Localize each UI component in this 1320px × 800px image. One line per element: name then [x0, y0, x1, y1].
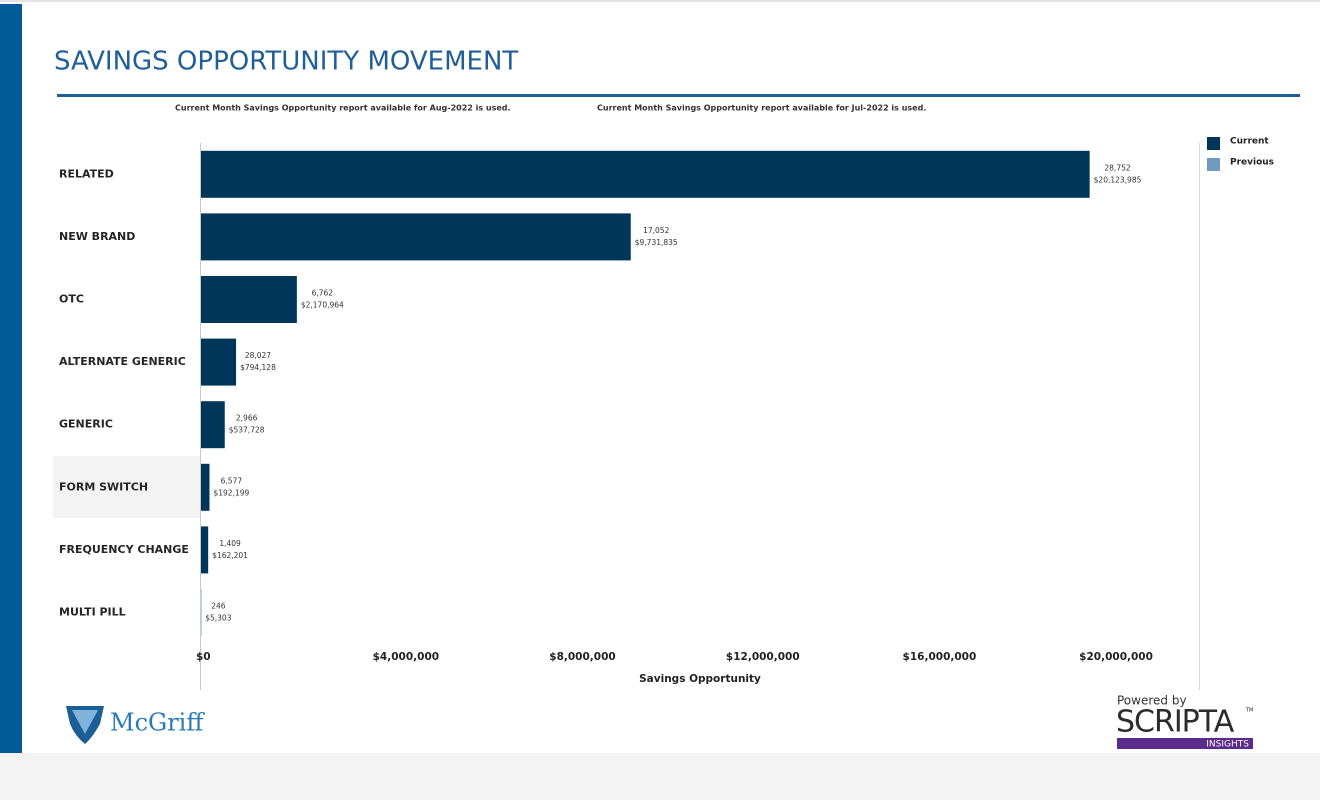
scripta-name: SCRIPTA	[1116, 705, 1235, 740]
bar	[201, 213, 631, 261]
count-label: 246	[211, 602, 226, 611]
value-label: $537,728	[229, 426, 265, 435]
category-label: ALTERNATE GENERIC	[59, 355, 186, 368]
row-highlight	[53, 456, 200, 518]
x-tick-label: $4,000,000	[373, 651, 439, 663]
count-label: 6,577	[221, 476, 243, 485]
value-label: $794,128	[240, 363, 276, 372]
powered-by: Powered by	[1117, 694, 1187, 708]
bar	[201, 338, 237, 386]
count-label: 1,409	[219, 539, 241, 548]
count-label: 6,762	[312, 289, 334, 298]
count-label: 17,052	[643, 226, 669, 235]
legend-label: Previous	[1230, 158, 1274, 168]
legend-swatch	[1207, 158, 1220, 171]
bar	[201, 526, 209, 574]
x-tick-label: $16,000,000	[903, 651, 977, 663]
category-label: GENERIC	[59, 418, 113, 431]
title-rule	[57, 94, 1300, 97]
x-tick-label: $12,000,000	[726, 651, 800, 663]
count-label: 28,752	[1104, 163, 1130, 172]
category-label: RELATED	[59, 167, 114, 180]
legend-label: Current	[1230, 137, 1269, 147]
chart-title: SAVINGS OPPORTUNITY MOVEMENT	[54, 47, 518, 77]
category-label: MULTI PILL	[59, 606, 126, 619]
bar	[201, 150, 1090, 198]
bar	[201, 276, 297, 323]
value-label: $192,199	[213, 488, 249, 497]
side-stripe	[0, 4, 22, 753]
note: Current Month Savings Opportunity report…	[175, 104, 511, 113]
trademark: TM	[1245, 708, 1253, 714]
value-label: $20,123,985	[1094, 175, 1142, 184]
bar	[201, 463, 210, 511]
note: Current Month Savings Opportunity report…	[597, 104, 926, 113]
brand-name: McGriff	[110, 709, 205, 737]
shield-inner	[72, 710, 98, 734]
tab-strip	[0, 0, 1320, 2]
insights-bar	[1117, 738, 1253, 749]
insights: INSIGHTS	[1206, 740, 1249, 750]
x-axis-label: Savings Opportunity	[639, 673, 761, 685]
value-label: $2,170,964	[301, 301, 344, 310]
x-tick-label: $20,000,000	[1079, 651, 1153, 663]
scripta-logo: Powered by SCRIPTA TM INSIGHTS	[1116, 694, 1253, 750]
mcgriff-logo: McGriff	[66, 706, 205, 744]
category-label: FREQUENCY CHANGE	[59, 543, 189, 556]
category-label: NEW BRAND	[59, 230, 135, 243]
count-label: 28,027	[245, 351, 271, 360]
category-label: FORM SWITCH	[59, 480, 148, 493]
category-label: OTC	[59, 293, 84, 306]
value-label: $162,201	[212, 551, 248, 560]
x-tick-label: $8,000,000	[549, 651, 615, 663]
value-label: $9,731,835	[635, 238, 678, 247]
footer-bg	[0, 753, 1320, 800]
value-label: $5,303	[205, 614, 231, 623]
legend-swatch	[1207, 137, 1220, 150]
x-tick-label: $0	[196, 651, 211, 663]
bar	[201, 401, 225, 449]
count-label: 2,966	[236, 414, 258, 423]
